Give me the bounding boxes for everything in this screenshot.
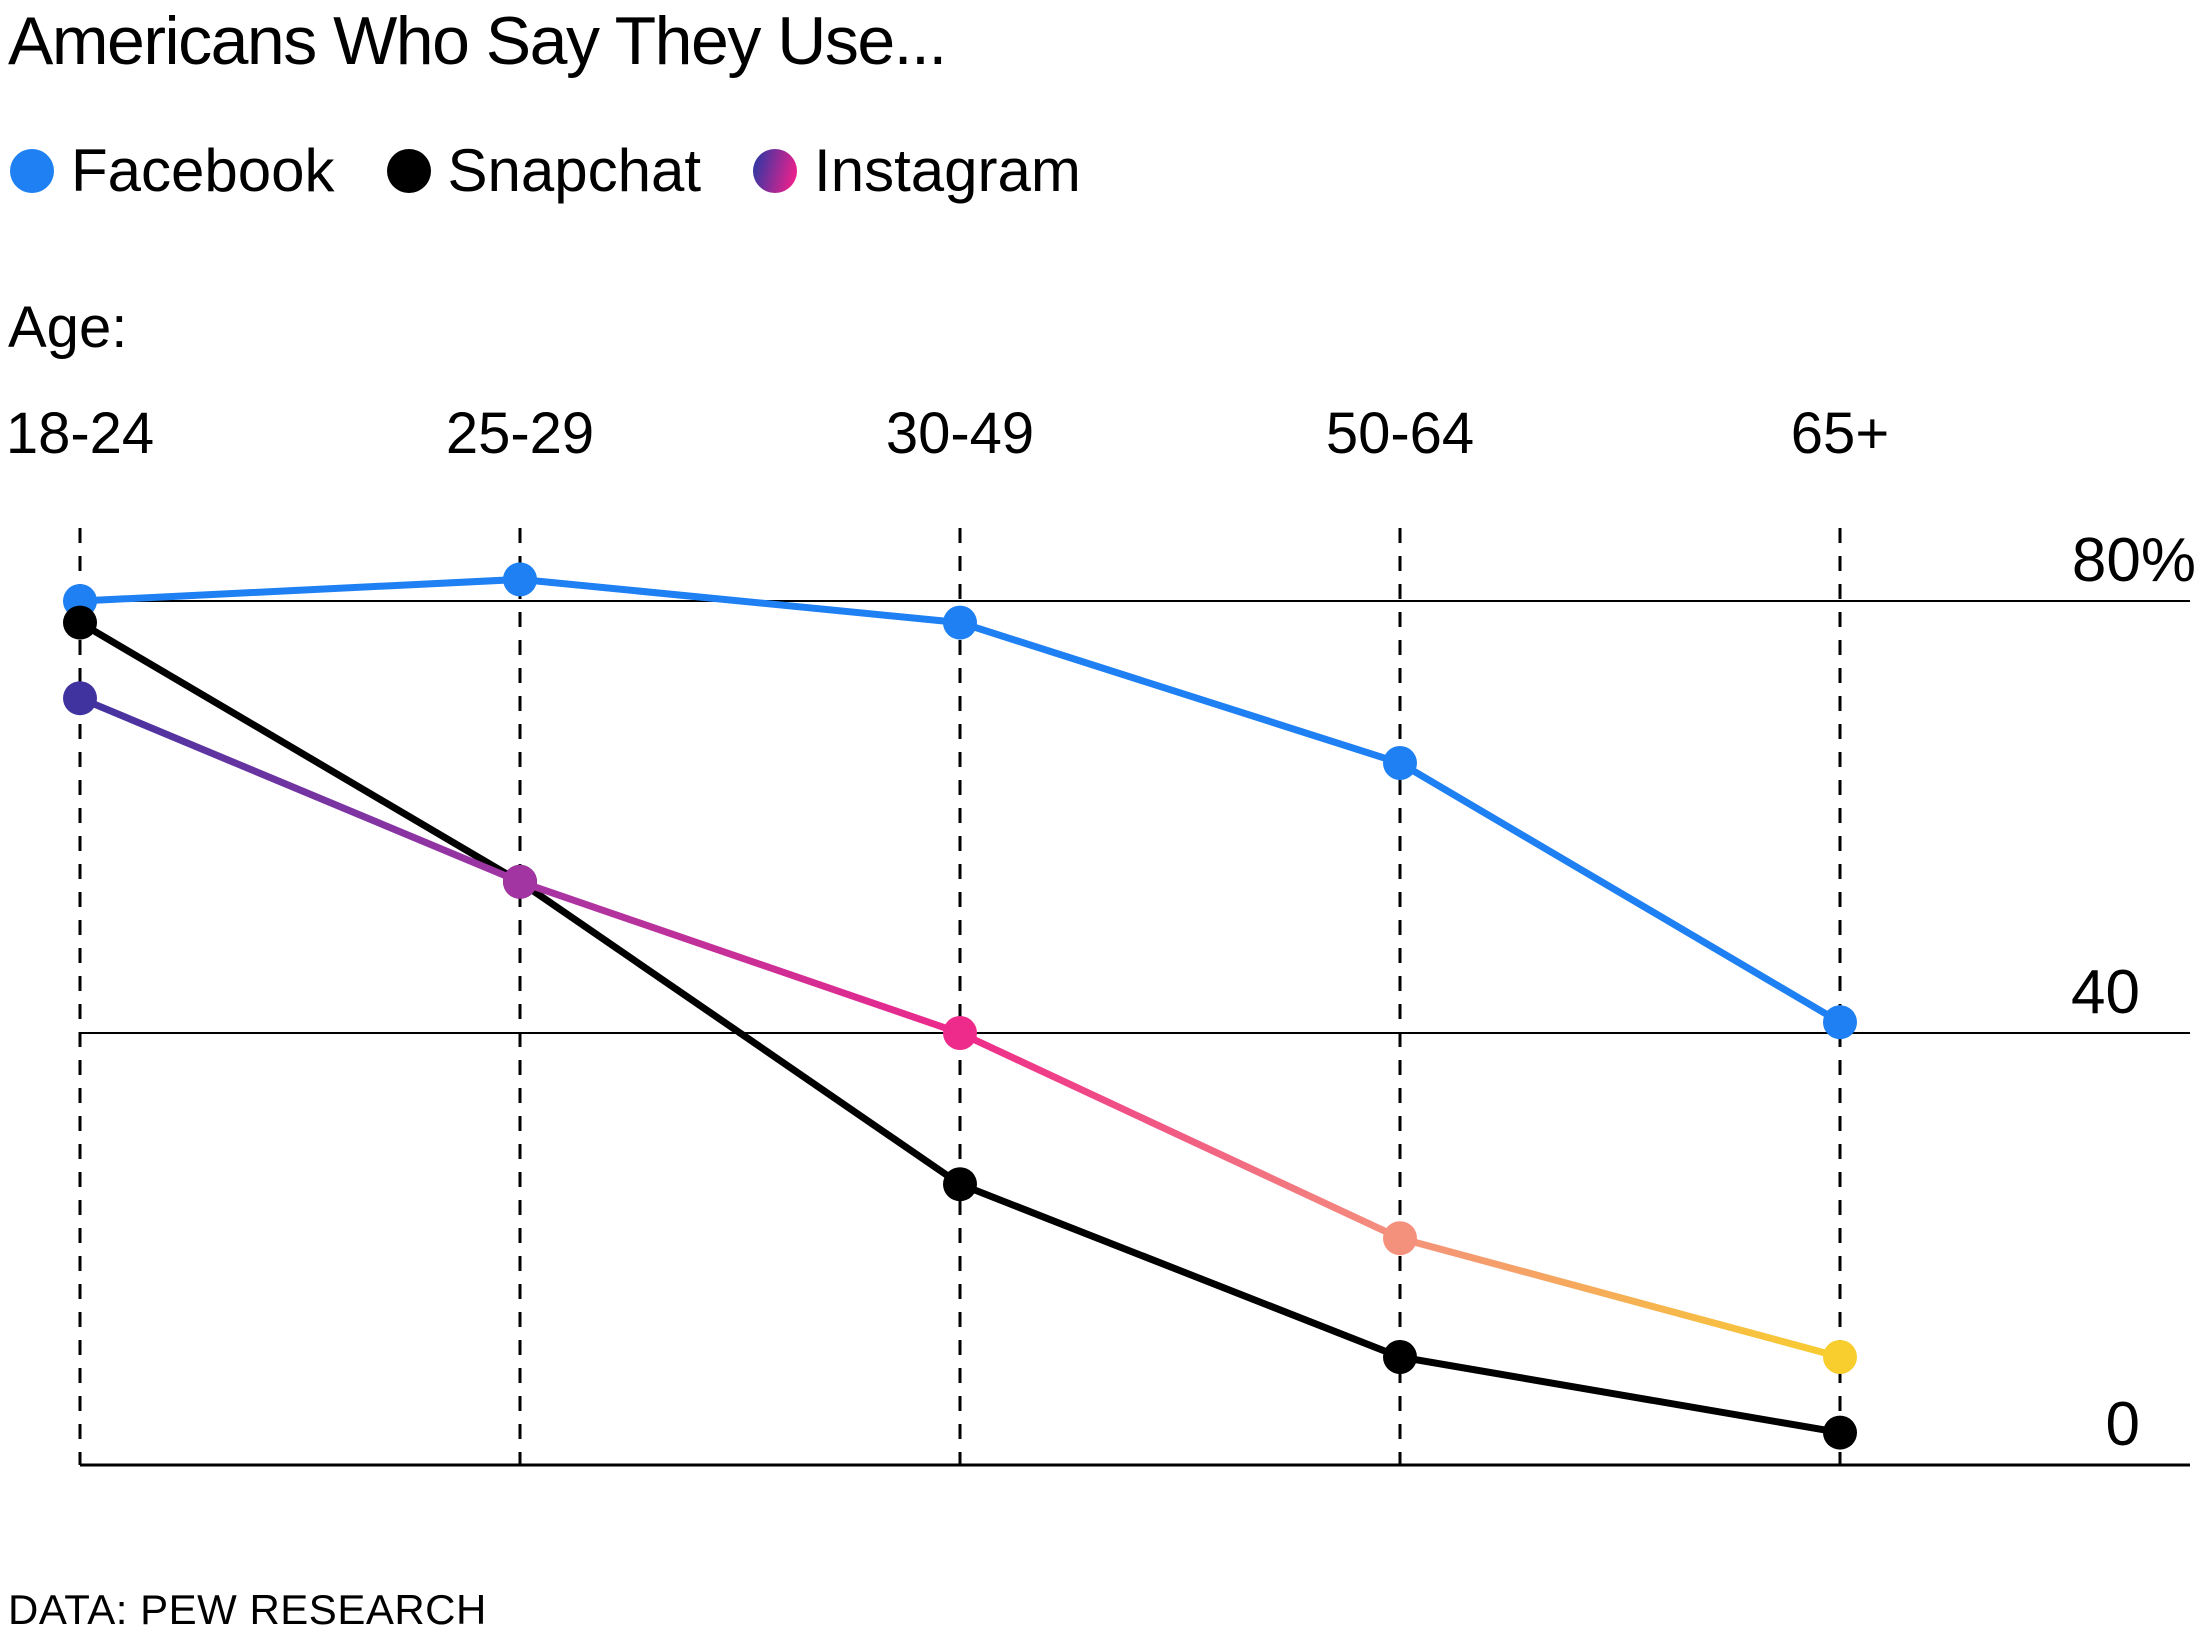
instagram-line-segment	[1399, 1234, 1841, 1361]
snapchat-point-30-49	[943, 1167, 977, 1202]
x-tick-label-30-49: 30-49	[885, 401, 1035, 466]
legend-label-snapchat: Snapchat	[447, 137, 702, 204]
x-tick-label-65+: 65+	[1790, 401, 1890, 466]
instagram-point-30-49	[943, 1016, 977, 1050]
instagram-point-65+	[1823, 1340, 1857, 1374]
legend-label-facebook: Facebook	[71, 137, 335, 204]
legend-item-snapchat: Snapchat	[386, 136, 702, 205]
facebook-point-25-29	[503, 562, 537, 597]
legend: Facebook Snapchat Instagram	[10, 136, 1081, 205]
instagram-line-segment	[518, 878, 962, 1037]
y-tick-label-80: 80%	[2072, 526, 2196, 595]
y-tick-label-40: 40	[2071, 958, 2140, 1027]
x-axis-tick-labels: 18-24 25-29 30-49 50-64 65+	[0, 400, 2200, 470]
x-tick-label-50-64: 50-64	[1325, 401, 1475, 466]
instagram-dot-icon	[753, 148, 798, 193]
instagram-line-segment	[958, 1029, 1402, 1242]
instagram-point-25-29	[503, 864, 537, 899]
x-tick-label-25-29: 25-29	[445, 401, 595, 466]
snapchat-point-65+	[1823, 1415, 1857, 1450]
facebook-dot-icon	[10, 148, 54, 193]
snapchat-dot-icon	[386, 148, 431, 193]
facebook-point-30-49	[943, 605, 977, 640]
legend-label-instagram: Instagram	[814, 137, 1081, 204]
snapchat-point-50-64	[1383, 1340, 1417, 1374]
instagram-point-18-24	[63, 681, 97, 716]
facebook-point-65+	[1823, 1005, 1857, 1040]
instagram-point-50-64	[1383, 1221, 1417, 1256]
snapchat-point-18-24	[63, 605, 97, 640]
y-tick-label-0: 0	[2106, 1390, 2140, 1459]
facebook-point-50-64	[1383, 746, 1417, 780]
chart-title: Americans Who Say They Use...	[8, 3, 947, 79]
instagram-line-segment	[78, 694, 522, 886]
data-source-note: DATA: PEW RESEARCH	[8, 1586, 487, 1633]
x-axis-title: Age:	[8, 295, 128, 360]
legend-item-instagram: Instagram	[753, 136, 1081, 205]
x-tick-label-18-24: 18-24	[5, 401, 155, 466]
legend-item-facebook: Facebook	[10, 136, 335, 205]
